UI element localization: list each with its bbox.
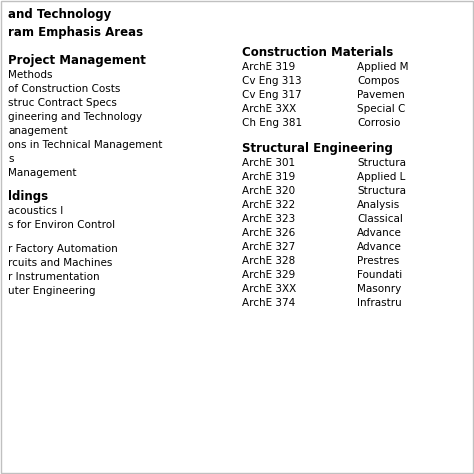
Text: Pavemen: Pavemen — [357, 90, 405, 100]
Text: rcuits and Machines: rcuits and Machines — [8, 258, 112, 268]
Text: s for Environ Control: s for Environ Control — [8, 220, 115, 230]
Text: ram Emphasis Areas: ram Emphasis Areas — [8, 26, 143, 39]
Text: ArchE 319: ArchE 319 — [242, 62, 295, 72]
Text: gineering and Technology: gineering and Technology — [8, 112, 142, 122]
Text: s: s — [8, 154, 13, 164]
Text: and Technology: and Technology — [8, 8, 111, 21]
Text: ArchE 327: ArchE 327 — [242, 242, 295, 252]
Text: Management: Management — [8, 168, 76, 178]
Text: Analysis: Analysis — [357, 200, 400, 210]
Text: Foundati: Foundati — [357, 270, 402, 280]
Text: ArchE 323: ArchE 323 — [242, 214, 295, 224]
Text: Structural Engineering: Structural Engineering — [242, 142, 393, 155]
Text: acoustics I: acoustics I — [8, 206, 63, 216]
Text: Corrosio: Corrosio — [357, 118, 401, 128]
Text: Masonry: Masonry — [357, 284, 401, 294]
Text: Special C: Special C — [357, 104, 405, 114]
Text: Advance: Advance — [357, 242, 402, 252]
Text: Prestres: Prestres — [357, 256, 399, 266]
Text: Classical: Classical — [357, 214, 403, 224]
Text: ArchE 319: ArchE 319 — [242, 172, 295, 182]
Text: ldings: ldings — [8, 190, 48, 203]
Text: Applied L: Applied L — [357, 172, 405, 182]
Text: Cv Eng 313: Cv Eng 313 — [242, 76, 301, 86]
Text: ArchE 329: ArchE 329 — [242, 270, 295, 280]
Text: of Construction Costs: of Construction Costs — [8, 84, 120, 94]
Text: ArchE 3XX: ArchE 3XX — [242, 284, 296, 294]
Text: ArchE 328: ArchE 328 — [242, 256, 295, 266]
Text: ArchE 3XX: ArchE 3XX — [242, 104, 296, 114]
Text: Structura: Structura — [357, 186, 406, 196]
Text: Compos: Compos — [357, 76, 400, 86]
Text: struc Contract Specs: struc Contract Specs — [8, 98, 117, 108]
Text: Infrastru: Infrastru — [357, 298, 402, 308]
Text: ArchE 374: ArchE 374 — [242, 298, 295, 308]
Text: anagement: anagement — [8, 126, 68, 136]
Text: ArchE 326: ArchE 326 — [242, 228, 295, 238]
Text: Project Management: Project Management — [8, 54, 146, 67]
Text: r Instrumentation: r Instrumentation — [8, 272, 100, 282]
Text: ArchE 322: ArchE 322 — [242, 200, 295, 210]
Text: Construction Materials: Construction Materials — [242, 46, 393, 59]
Text: uter Engineering: uter Engineering — [8, 286, 95, 296]
Text: Structura: Structura — [357, 158, 406, 168]
Text: Ch Eng 381: Ch Eng 381 — [242, 118, 302, 128]
Text: Applied M: Applied M — [357, 62, 409, 72]
Text: ArchE 320: ArchE 320 — [242, 186, 295, 196]
Text: ons in Technical Management: ons in Technical Management — [8, 140, 163, 150]
Text: ArchE 301: ArchE 301 — [242, 158, 295, 168]
Text: Advance: Advance — [357, 228, 402, 238]
Text: r Factory Automation: r Factory Automation — [8, 244, 118, 254]
Text: Methods: Methods — [8, 70, 53, 80]
Text: Cv Eng 317: Cv Eng 317 — [242, 90, 301, 100]
